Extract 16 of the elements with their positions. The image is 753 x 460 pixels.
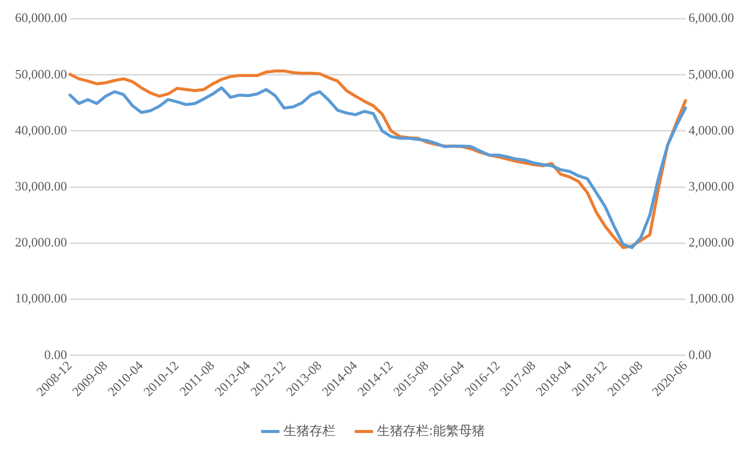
y2-tick-label: 1,000.00 bbox=[688, 290, 734, 306]
legend-label: 生猪存栏:能繁母猪 bbox=[376, 424, 486, 439]
y-tick-label: 20,000.00 bbox=[15, 234, 67, 250]
y-tick-label: 0.00 bbox=[44, 346, 67, 362]
y-tick-label: 50,000.00 bbox=[15, 66, 67, 82]
y2-tick-label: 4,000.00 bbox=[688, 122, 734, 138]
y2-tick-label: 5,000.00 bbox=[688, 66, 734, 82]
y-tick-label: 10,000.00 bbox=[15, 290, 67, 306]
y-tick-label: 30,000.00 bbox=[15, 178, 67, 194]
y2-tick-label: 2,000.00 bbox=[688, 234, 734, 250]
legend-label: 生猪存栏 bbox=[283, 424, 336, 439]
y2-tick-label: 3,000.00 bbox=[688, 178, 734, 194]
y-tick-label: 60,000.00 bbox=[15, 10, 67, 26]
y-tick-label: 40,000.00 bbox=[15, 122, 67, 138]
y2-tick-label: 0.00 bbox=[688, 346, 712, 362]
y2-tick-label: 6,000.00 bbox=[688, 10, 734, 26]
